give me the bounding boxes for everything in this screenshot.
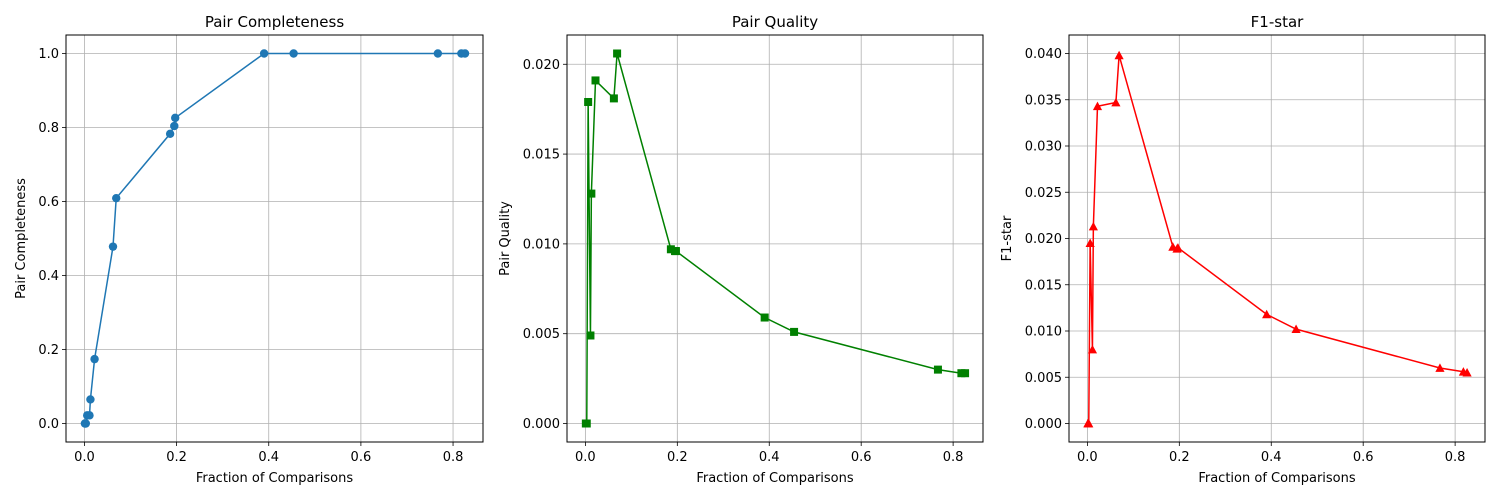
- data-point-f1: [1435, 363, 1445, 372]
- y-axis-label: F1-star: [1000, 215, 1015, 261]
- data-point-f1: [1114, 50, 1124, 60]
- data-point-f1: [1084, 418, 1094, 428]
- x-tick-label: 0.6: [1353, 450, 1374, 465]
- y-tick-label: 0.030: [1025, 140, 1062, 155]
- x-tick-label: 0.0: [575, 450, 596, 465]
- x-tick-label: 0.0: [1077, 450, 1098, 465]
- series-line-pq: [585, 53, 966, 425]
- x-axis-label: Fraction of Comparisons: [196, 471, 354, 486]
- data-point-pq: [961, 369, 970, 378]
- data-point-f1: [1262, 309, 1272, 319]
- y-tick-label: 0.035: [1025, 93, 1062, 108]
- y-tick-label: 1.0: [38, 47, 59, 62]
- y-tick-label: 0.4: [38, 269, 59, 284]
- y-tick-label: 0.000: [523, 417, 560, 432]
- data-point-pc: [165, 129, 175, 138]
- chart-pc: 0.0 0.2 0.4 0.6 0.8 0.0 0.2 0.4 0.6 0.8 1.0 Pair Co…: [14, 13, 484, 486]
- x-tick-label: 0.8: [443, 450, 464, 465]
- y-tick-label: 0.2: [38, 343, 59, 358]
- data-point-pc: [108, 242, 118, 251]
- data-point-pq: [790, 327, 799, 336]
- x-axis-label: Fraction of Comparisons: [1198, 471, 1356, 486]
- y-tick-label: 0.005: [523, 327, 560, 342]
- x-tick-label: 0.2: [1169, 450, 1190, 465]
- data-point-f1: [1111, 97, 1121, 107]
- x-tick-label: 0.0: [74, 450, 95, 465]
- data-point-pc: [85, 411, 94, 420]
- y-tick-label: 0.020: [1025, 232, 1062, 247]
- chart-pq: 0.0 0.2 0.4 0.6 0.8 0.000 0.005 0.010 0.015 0.020…: [498, 13, 984, 486]
- data-point-pc: [289, 49, 298, 58]
- data-point-f1: [1087, 344, 1098, 354]
- y-tick-label: 0.6: [38, 195, 59, 210]
- x-tick-label: 0.2: [667, 450, 688, 465]
- data-point-pq: [609, 94, 618, 103]
- x-tick-label: 0.2: [166, 450, 187, 465]
- y-tick-label: 0.025: [1025, 186, 1062, 201]
- data-point-pq: [591, 76, 600, 85]
- plot-frame: [566, 34, 984, 443]
- x-tick-label: 0.6: [351, 450, 372, 465]
- chart-f1: 0.0 0.2 0.4 0.6 0.8 0.000 0.005 0.010 0.015 0.020…: [1000, 13, 1486, 486]
- data-point-pc: [81, 419, 91, 428]
- series-line-pc: [84, 52, 466, 425]
- y-axis-label: Pair Completeness: [14, 178, 29, 299]
- chart-title: F1-star: [1251, 13, 1304, 31]
- data-point-pq: [582, 419, 591, 428]
- data-point-pc: [460, 49, 470, 58]
- data-point-pc: [90, 354, 99, 364]
- series-line-f1: [1087, 55, 1468, 425]
- y-tick-label: 0.005: [1025, 371, 1062, 386]
- x-tick-label: 0.6: [851, 450, 872, 465]
- y-tick-label: 0.010: [1025, 325, 1062, 340]
- y-tick-label: 0.8: [38, 121, 59, 136]
- chart-title: Pair Completeness: [205, 13, 345, 31]
- data-point-pq: [584, 97, 593, 106]
- y-tick-label: 0.015: [523, 148, 560, 163]
- x-tick-label: 0.8: [943, 450, 964, 465]
- data-point-f1: [1462, 368, 1472, 377]
- data-point-pc: [86, 395, 95, 404]
- data-point-pc: [433, 49, 443, 58]
- chart-title: Pair Quality: [732, 13, 818, 31]
- y-tick-label: 0.000: [1025, 417, 1062, 432]
- data-point-f1: [1092, 101, 1103, 111]
- data-point-pq: [666, 245, 675, 254]
- y-tick-label: 0.015: [1025, 278, 1062, 293]
- data-point-pc: [171, 113, 180, 123]
- y-tick-label: 0.010: [523, 237, 560, 252]
- data-point-f1: [1173, 243, 1183, 252]
- plot-frame: [65, 34, 484, 443]
- data-point-pq: [587, 189, 596, 198]
- y-tick-label: 0.020: [523, 58, 560, 73]
- data-point-pq: [671, 247, 680, 256]
- y-tick-label: 0.040: [1025, 47, 1062, 62]
- data-point-pq: [760, 313, 769, 322]
- data-point-pq: [933, 365, 942, 374]
- data-point-f1: [1291, 324, 1301, 334]
- data-point-pq: [613, 49, 622, 58]
- y-tick-label: 0.0: [38, 417, 59, 432]
- x-tick-label: 0.4: [1261, 450, 1282, 465]
- data-point-f1: [1088, 221, 1098, 231]
- x-tick-label: 0.4: [258, 450, 279, 465]
- data-point-f1: [1085, 238, 1095, 248]
- y-axis-label: Pair Quality: [498, 201, 513, 276]
- x-tick-label: 0.4: [759, 450, 780, 465]
- data-point-pc: [259, 49, 269, 58]
- data-point-pq: [586, 331, 595, 340]
- x-tick-label: 0.8: [1445, 450, 1466, 465]
- x-axis-label: Fraction of Comparisons: [696, 471, 854, 486]
- data-point-pc: [112, 193, 121, 203]
- data-point-pc: [170, 121, 179, 131]
